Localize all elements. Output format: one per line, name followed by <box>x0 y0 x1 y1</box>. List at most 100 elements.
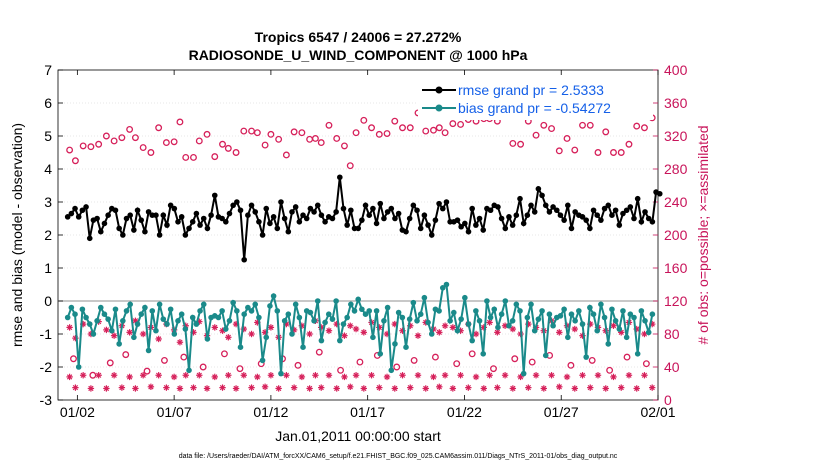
star-stroke <box>353 326 359 332</box>
star-stroke <box>103 327 110 333</box>
tick-label-x: 01/22 <box>447 404 482 420</box>
bias-point <box>414 318 420 324</box>
star-stroke <box>384 374 390 380</box>
rmse-point <box>443 199 450 205</box>
star-stroke <box>183 372 189 378</box>
obs-assimilated-upper-marker <box>110 332 118 339</box>
obs-assimilated-marker <box>176 385 184 392</box>
rmse-point <box>223 219 229 225</box>
rmse-point <box>362 202 369 209</box>
star-stroke <box>502 323 508 329</box>
obs-assimilated-marker <box>501 372 509 379</box>
star-stroke <box>407 384 413 391</box>
obs-assimilated-upper-marker <box>126 329 133 336</box>
bias-point <box>428 331 435 337</box>
rmse-point <box>204 225 211 232</box>
bias-point <box>241 311 247 318</box>
star-stroke <box>473 374 479 380</box>
obs-assimilated-marker <box>486 372 493 379</box>
star-stroke <box>341 374 348 380</box>
rmse-point <box>414 207 420 214</box>
rmse-point <box>270 214 277 220</box>
rmse-point <box>392 215 398 222</box>
rmse-point <box>241 256 247 263</box>
rmse-point <box>285 228 292 235</box>
rmse-point <box>344 222 350 228</box>
rmse-point <box>417 225 424 232</box>
star-stroke <box>248 331 255 337</box>
star-stroke <box>219 384 226 391</box>
obs-assimilated-marker <box>360 385 368 392</box>
obs-assimilated-upper-marker <box>341 332 348 339</box>
bias-point <box>164 321 170 327</box>
rmse-point <box>590 207 597 214</box>
obs-possible-marker <box>79 142 87 150</box>
obs-possible-marker <box>195 137 203 145</box>
tick-label-x: 01/12 <box>253 404 288 420</box>
obs-assimilated-marker <box>325 372 333 379</box>
rmse-point <box>252 209 259 215</box>
star-stroke <box>399 372 406 378</box>
obs-assimilated-marker <box>139 372 147 379</box>
bias-point <box>75 364 82 370</box>
bias-point <box>623 334 630 341</box>
bias-point <box>314 298 321 304</box>
rmse-point <box>656 190 663 197</box>
y-axis-label-right: # of obs: o=possible; ×=assimilated <box>695 125 711 344</box>
obs-assimilated-marker <box>563 373 571 381</box>
rmse-point <box>289 209 295 215</box>
obs-assimilated-marker <box>532 372 540 379</box>
star-stroke <box>361 329 367 336</box>
rmse-point <box>384 209 391 215</box>
obs-possible-lower-marker <box>606 366 614 374</box>
star-stroke <box>275 385 282 392</box>
rmse-point <box>200 215 207 222</box>
rmse-point <box>506 214 512 220</box>
rmse-point <box>189 219 196 225</box>
bias-point <box>219 308 225 314</box>
rmse-point <box>568 225 575 232</box>
rmse-point <box>248 202 255 209</box>
obs-assimilated-marker <box>383 373 391 381</box>
bias-point <box>517 308 523 314</box>
rmse-point <box>307 205 314 212</box>
star-stroke <box>88 385 94 392</box>
rmse-point <box>105 212 111 218</box>
rmse-point <box>322 219 328 225</box>
tick-label-right: 360 <box>664 95 688 111</box>
tick-label-x: 01/07 <box>157 404 192 420</box>
rmse-point <box>395 210 402 217</box>
star-stroke <box>572 385 578 392</box>
bias-point <box>395 309 402 316</box>
bias-point <box>142 304 148 311</box>
obs-assimilated-marker <box>219 384 226 391</box>
rmse-point <box>256 219 262 225</box>
obs-possible-marker <box>282 151 290 159</box>
star-stroke <box>80 372 86 378</box>
bias-point <box>399 314 406 321</box>
obs-assimilated-marker <box>87 385 95 392</box>
bias-point <box>377 351 384 357</box>
bias-point <box>112 306 119 313</box>
bias-point <box>561 306 567 313</box>
bias-point <box>531 327 538 334</box>
rmse-point <box>234 199 240 205</box>
rmse-point <box>381 215 387 222</box>
obs-possible-lower-marker <box>468 350 476 358</box>
tick-label-right: 80 <box>664 326 680 342</box>
star-stroke <box>212 374 218 380</box>
obs-possible-marker <box>435 124 443 132</box>
star-stroke <box>119 384 125 391</box>
rmse-point <box>171 205 178 212</box>
bias-point <box>215 314 222 321</box>
bias-point <box>296 314 303 321</box>
rmse-point <box>134 207 141 214</box>
star-stroke <box>95 372 102 378</box>
bias-point <box>278 370 284 377</box>
obs-possible-marker <box>224 144 232 152</box>
star-stroke <box>155 336 162 342</box>
tick-label-right: 280 <box>664 161 688 177</box>
obs-assimilated-marker <box>602 385 609 392</box>
obs-possible-marker <box>399 124 406 132</box>
y-axis-label-left: rmse and bias (model - observation) <box>9 123 25 347</box>
